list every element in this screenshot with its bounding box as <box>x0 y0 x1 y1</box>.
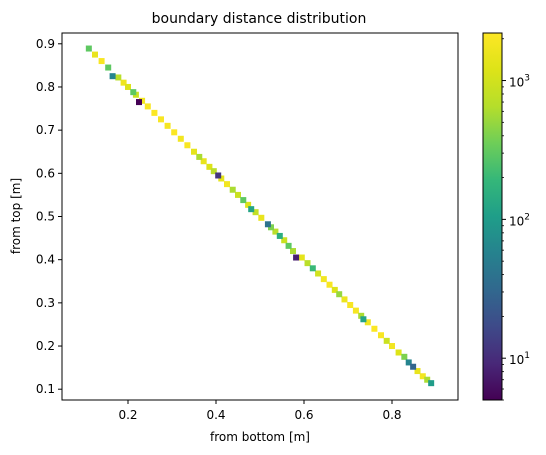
scatter-point <box>353 308 359 314</box>
scatter-point <box>396 350 402 356</box>
colorbar-tick-label: 102 <box>509 212 530 228</box>
scatter-point <box>347 302 353 308</box>
scatter-point <box>165 123 171 129</box>
y-tick-label: 0.2 <box>36 339 55 353</box>
scatter-point <box>215 172 221 178</box>
x-tick-label: 0.8 <box>382 408 401 422</box>
colorbar <box>483 33 502 400</box>
scatter-point <box>371 326 377 332</box>
scatter-point <box>428 380 434 386</box>
y-tick-label: 0.6 <box>36 166 55 180</box>
scatter-point <box>299 255 305 261</box>
scatter-point <box>145 103 151 109</box>
scatter-point <box>178 136 184 142</box>
x-axis-ticks: 0.2 0.4 0.6 0.8 <box>118 400 401 422</box>
scatter-point <box>310 265 316 271</box>
colorbar-tick-label: 101 <box>509 351 530 367</box>
scatter-point <box>305 260 311 266</box>
scatter-point <box>110 73 116 79</box>
x-axis-label: from bottom [m] <box>210 430 310 444</box>
scatter-point <box>130 89 136 95</box>
scatter-point <box>184 142 190 148</box>
scatter-point <box>99 58 105 64</box>
scatter-point <box>293 255 299 261</box>
scatter-point <box>336 291 342 297</box>
scatter-point <box>315 270 321 276</box>
scatter-point <box>360 316 366 322</box>
y-tick-label: 0.1 <box>36 382 55 396</box>
scatter-point <box>248 206 254 212</box>
scatter-point <box>115 74 121 80</box>
scatter-point <box>92 52 98 58</box>
scatter-point <box>258 215 264 221</box>
scatter-point <box>286 243 292 249</box>
scatter-point <box>105 65 111 71</box>
scatter-point <box>230 187 236 193</box>
x-tick-label: 0.2 <box>118 408 137 422</box>
colorbar-tick-label: 103 <box>509 74 530 90</box>
y-tick-label: 0.9 <box>36 37 55 51</box>
scatter-point <box>389 343 395 349</box>
y-tick-label: 0.3 <box>36 296 55 310</box>
scatter-point <box>341 296 347 302</box>
scatter-point <box>151 110 157 116</box>
scatter-point <box>265 221 271 227</box>
x-tick-label: 0.6 <box>294 408 313 422</box>
scatter-point <box>224 181 230 187</box>
chart-title: boundary distance distribution <box>152 11 367 27</box>
scatter-point <box>158 116 164 122</box>
y-axis-label: from top [m] <box>9 178 23 254</box>
scatter-point <box>136 99 142 105</box>
y-tick-label: 0.8 <box>36 80 55 94</box>
scatter-point <box>410 364 416 370</box>
scatter-point <box>191 149 197 155</box>
scatter-point <box>401 354 407 360</box>
scatter-point <box>277 233 283 239</box>
scatter-point <box>327 282 333 288</box>
scatter-point <box>240 197 246 203</box>
scatter-point <box>321 276 327 282</box>
colorbar-ticks: 101 102 103 <box>502 39 530 400</box>
points-layer <box>86 46 434 387</box>
scatter-point <box>235 192 241 198</box>
y-axis-ticks: 0.1 0.2 0.3 0.4 0.5 0.6 0.7 0.8 0.9 <box>36 37 62 396</box>
scatter-point <box>290 248 296 254</box>
y-tick-label: 0.4 <box>36 253 55 267</box>
y-tick-label: 0.5 <box>36 210 55 224</box>
scatter-point <box>171 129 177 135</box>
scatter-point <box>196 154 202 160</box>
scatter-point <box>125 84 131 90</box>
scatter-point <box>384 338 390 344</box>
scatter-point <box>86 46 92 52</box>
x-tick-label: 0.4 <box>206 408 225 422</box>
y-tick-label: 0.7 <box>36 123 55 137</box>
scatter-point <box>378 332 384 338</box>
